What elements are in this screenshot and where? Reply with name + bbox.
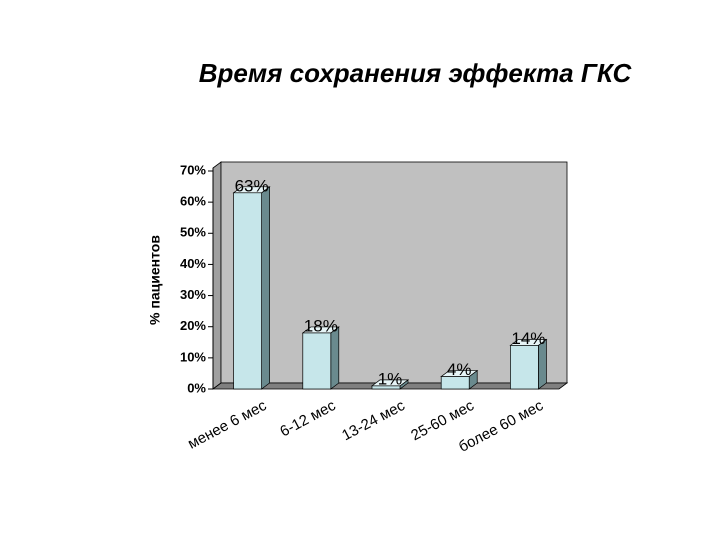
- x-tick-label: 13-24 мес: [339, 397, 408, 444]
- bar: [510, 345, 539, 390]
- bar-side: [261, 186, 270, 390]
- back-wall: [220, 161, 568, 384]
- y-axis-label: % пациентов: [147, 235, 163, 325]
- x-tick-label: менее 6 мес: [185, 397, 270, 453]
- y-tick-label: 40%: [180, 256, 206, 271]
- y-tick-label: 60%: [180, 194, 206, 209]
- y-tick-label: 20%: [180, 318, 206, 333]
- value-label: 18%: [304, 316, 338, 335]
- chart-title: Время сохранения эффекта ГКС: [199, 58, 633, 88]
- y-tick-label: 10%: [180, 349, 206, 364]
- side-wall: [212, 161, 222, 390]
- value-label: 63%: [235, 176, 269, 195]
- y-tick-label: 0%: [187, 380, 206, 395]
- bar: [371, 385, 401, 390]
- bar: [302, 332, 332, 390]
- value-label: 1%: [378, 369, 403, 388]
- value-label: 14%: [511, 329, 545, 348]
- value-label: 4%: [447, 360, 472, 379]
- bar-side: [330, 326, 340, 390]
- y-tick-label: 70%: [180, 162, 206, 177]
- x-tick-label: 6-12 мес: [277, 397, 339, 441]
- y-tick-label: 30%: [180, 287, 206, 302]
- y-tick-label: 50%: [180, 225, 206, 240]
- bar: [440, 376, 470, 390]
- bar: [233, 192, 262, 390]
